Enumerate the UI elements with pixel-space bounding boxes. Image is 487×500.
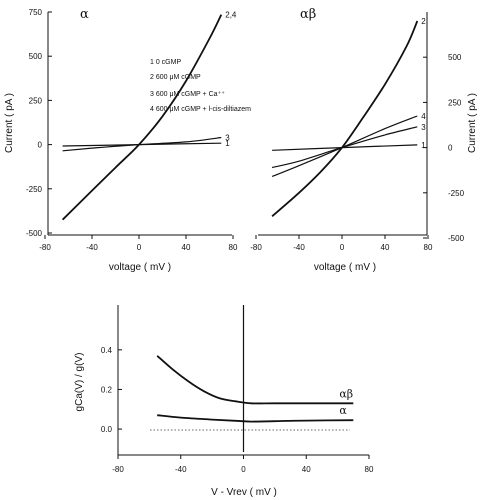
alpha-y-tick-label: 0: [38, 141, 43, 150]
alphabeta-y-ticks: 500 250 0 -250 -500: [423, 53, 465, 243]
panel-ratio: 0.4 0.2 0.0 -80 -40 0 40 80 gCa(V) / g(V) V - …: [74, 305, 374, 498]
alpha-y-tick-label: 750: [29, 8, 43, 17]
alpha-curves: 132,4: [61, 11, 237, 221]
alphabeta-y-tick-label: 500: [448, 53, 462, 62]
alphabeta-x-tick-label: -40: [293, 243, 305, 252]
alpha-panel-label: α: [80, 7, 89, 22]
alphabeta-x-tick-label: -80: [250, 243, 262, 252]
ratio-x-tick-label: 0: [241, 465, 246, 474]
alpha-series-label-3: 3: [225, 134, 230, 143]
alpha-y-tick-label: -250: [26, 185, 43, 194]
alphabeta-x-tick-label: 0: [340, 243, 345, 252]
alpha-y-ticks: 750 500 250 0 -250 -500: [26, 8, 52, 238]
legend-entry-4: 4 600 μM cGMP + l-cis-diltiazem: [150, 106, 251, 113]
alphabeta-x-ticks: -80 -40 0 40 80: [250, 235, 433, 252]
ratio-y-axis-label: gCa(V) / g(V): [74, 353, 85, 412]
alphabeta-series-label-4: 4: [421, 112, 426, 121]
alphabeta-series-label-2: 2: [421, 17, 426, 26]
alphabeta-x-tick-label: 40: [381, 243, 390, 252]
ratio-x-tick-label: -80: [112, 465, 124, 474]
alpha-y-tick-label: 500: [29, 52, 43, 61]
alphabeta-y-tick-label: -500: [448, 234, 465, 243]
ratio-x-axis-label: V - Vrev ( mV ): [211, 487, 277, 498]
ratio-y-ticks: 0.4 0.2 0.0: [101, 346, 122, 434]
alpha-x-tick-label: 0: [137, 243, 142, 252]
ratio-x-tick-label: 40: [302, 465, 311, 474]
alpha-y-tick-label: 250: [29, 96, 43, 105]
alphabeta-panel-label: αβ: [300, 7, 316, 22]
alpha-x-axis-label: voltage ( mV ): [109, 262, 171, 273]
alphabeta-x-tick-label: 80: [424, 243, 433, 252]
ratio-series-label: αβ: [339, 387, 353, 400]
alpha-x-tick-label: -40: [86, 243, 98, 252]
ratio-series-line: [157, 414, 354, 423]
alphabeta-curves: 1 3 4 2: [271, 17, 426, 217]
alpha-x-tick-label: 40: [182, 243, 191, 252]
alpha-y-tick-label: -500: [26, 229, 43, 238]
legend-entry-2: 2 600 μM cGMP: [150, 74, 201, 81]
alpha-series-label-1: 1: [225, 139, 230, 148]
alphabeta-y-tick-label: -250: [448, 189, 465, 198]
ratio-y-tick-label: 0.2: [101, 385, 113, 394]
ratio-series-line: [156, 355, 354, 405]
ratio-x-tick-label: 80: [365, 465, 374, 474]
alpha-series-label-2-4: 2,4: [225, 11, 237, 20]
ratio-x-tick-label: -40: [175, 465, 187, 474]
ratio-y-tick-label: 0.0: [101, 425, 113, 434]
alpha-y-axis-label: Current ( pA ): [4, 93, 15, 153]
alphabeta-series-line-3: [271, 126, 418, 169]
alpha-x-ticks: -80 -40 0 40 80: [39, 235, 238, 252]
alpha-x-tick-label: 80: [229, 243, 238, 252]
alphabeta-series-label-1: 1: [421, 141, 426, 150]
alpha-legend: 1 0 cGMP 2 600 μM cGMP 3 600 μM cGMP + C…: [150, 59, 251, 113]
alphabeta-series-label-3: 3: [421, 123, 426, 132]
panel-alpha: 750 500 250 0 -250 -500 -80 -40 0 40 80 α Current…: [4, 7, 251, 273]
alpha-series-line-2-4: [61, 14, 223, 221]
legend-entry-1: 1 0 cGMP: [150, 59, 181, 66]
alphabeta-series-line-2: [271, 20, 419, 217]
ratio-x-ticks: -80 -40 0 40 80: [112, 455, 374, 474]
alphabeta-series-line-1: [272, 144, 418, 151]
alpha-x-tick-label: -80: [39, 243, 51, 252]
legend-entry-3: 3 600 μM cGMP + Ca⁺⁺: [150, 91, 225, 98]
alphabeta-y-tick-label: 250: [448, 98, 462, 107]
ratio-curves: αβ α: [156, 305, 354, 452]
alphabeta-y-tick-label: 0: [448, 144, 453, 153]
ratio-y-tick-label: 0.4: [101, 346, 113, 355]
ratio-series-label: α: [339, 404, 347, 417]
alphabeta-x-axis-label: voltage ( mV ): [314, 262, 376, 273]
panel-alphabeta: 500 250 0 -250 -500 -80 -40 0 40 80 αβ Current (…: [250, 7, 478, 273]
alphabeta-y-axis-label: Current ( pA ): [467, 93, 478, 153]
